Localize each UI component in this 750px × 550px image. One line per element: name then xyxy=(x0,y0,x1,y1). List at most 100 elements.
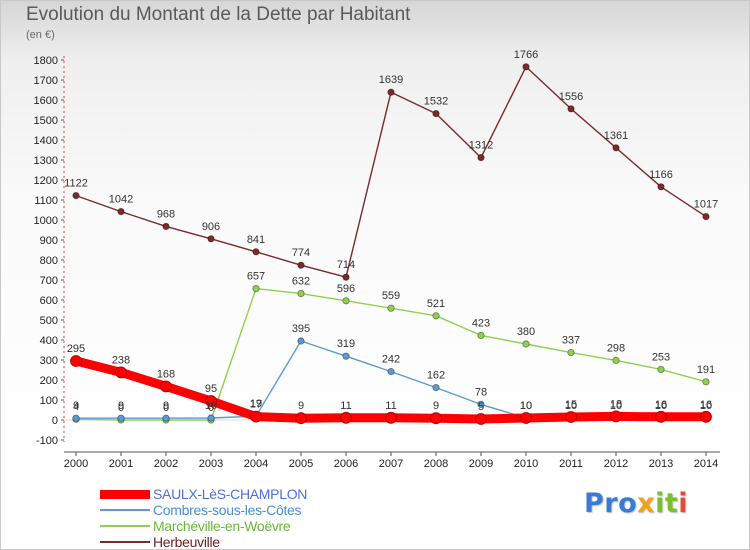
chart-title: Evolution du Montant de la Dette par Hab… xyxy=(26,4,411,25)
data-point xyxy=(432,383,440,392)
data-label: 0 xyxy=(208,402,214,414)
data-label: 15 xyxy=(565,399,577,411)
proxiti-logo: Proxiti xyxy=(584,488,689,519)
data-point xyxy=(70,355,82,367)
data-label: 11 xyxy=(340,400,351,412)
y-tick-label: 100 xyxy=(40,395,58,407)
data-label: 774 xyxy=(292,247,310,259)
data-point xyxy=(342,273,350,281)
series-layer xyxy=(70,63,712,425)
x-tick-label: 2001 xyxy=(109,458,133,470)
x-tick-label: 2003 xyxy=(199,458,223,470)
data-label: 1556 xyxy=(559,91,583,103)
data-point xyxy=(477,331,485,339)
y-tick-label: 400 xyxy=(40,335,58,347)
data-point xyxy=(117,414,125,422)
data-point xyxy=(387,304,395,312)
y-tick-label: 600 xyxy=(40,295,58,307)
data-point xyxy=(702,213,710,221)
legend-label: Herbeuville xyxy=(153,534,220,550)
data-point xyxy=(72,414,80,422)
legend-label: Combres-sous-les-Côtes xyxy=(153,502,302,518)
legend-swatch xyxy=(100,541,150,543)
chart-subtitle: (en €) xyxy=(26,29,55,41)
legend-label: Marchéville-en-Woëvre xyxy=(153,518,291,534)
y-tick-label: 800 xyxy=(40,255,58,267)
data-label: 10 xyxy=(565,400,577,412)
x-tick-label: 2007 xyxy=(379,458,403,470)
data-point xyxy=(565,411,577,423)
data-point xyxy=(610,410,622,423)
data-label: 395 xyxy=(292,323,310,335)
data-label: 319 xyxy=(337,338,355,350)
y-tick-label: 1200 xyxy=(34,175,58,187)
data-label: 10 xyxy=(520,400,532,412)
data-point xyxy=(387,367,395,376)
data-point xyxy=(297,337,305,345)
data-point xyxy=(342,297,350,305)
data-point xyxy=(432,312,440,320)
data-label: 337 xyxy=(562,335,580,347)
data-label: 423 xyxy=(472,317,490,329)
data-label: 1532 xyxy=(424,96,448,108)
data-label: 17 xyxy=(250,399,262,411)
x-tick-label: 2005 xyxy=(289,458,313,470)
data-label: 191 xyxy=(697,364,715,376)
data-point xyxy=(520,412,532,424)
legend-label: SAULX-LèS-CHAMPLON xyxy=(153,486,308,502)
data-point xyxy=(612,144,620,152)
data-point xyxy=(612,356,620,364)
data-label: 1122 xyxy=(64,178,88,190)
y-tick-label: 300 xyxy=(40,355,58,367)
y-tick-label: 900 xyxy=(40,235,58,247)
data-label: 16 xyxy=(655,399,667,411)
data-point xyxy=(162,222,170,230)
legend-swatch xyxy=(100,509,150,511)
y-tick-label: 200 xyxy=(40,375,58,387)
y-tick-label: 1300 xyxy=(34,155,58,167)
data-label: 521 xyxy=(427,298,445,310)
data-label: 95 xyxy=(205,383,217,395)
data-label: 1042 xyxy=(109,194,133,206)
y-tick-label: 1000 xyxy=(34,215,58,227)
data-label: 10 xyxy=(205,400,217,412)
data-label: 0 xyxy=(163,402,169,414)
data-label: 657 xyxy=(247,271,265,283)
data-point xyxy=(700,410,712,423)
data-label: 9 xyxy=(118,400,124,412)
data-point xyxy=(207,235,215,243)
data-point xyxy=(115,366,127,379)
data-label: 78 xyxy=(475,386,487,398)
data-point xyxy=(252,248,260,256)
data-point xyxy=(72,192,80,200)
y-tick-label: 1700 xyxy=(34,75,58,87)
data-label: 253 xyxy=(652,351,670,363)
y-tick-label: -100 xyxy=(36,435,58,447)
data-point xyxy=(430,412,442,425)
series-line xyxy=(75,66,707,278)
chart-axes: -100010020030040050060070080090010001100… xyxy=(34,55,720,470)
x-tick-label: 2000 xyxy=(64,458,88,470)
data-label: 9 xyxy=(163,400,169,412)
data-label: 9 xyxy=(298,400,304,412)
data-label: 380 xyxy=(517,326,535,338)
data-point xyxy=(205,395,217,407)
data-label: 162 xyxy=(427,370,445,382)
y-tick-label: 1400 xyxy=(34,135,58,147)
data-point xyxy=(432,110,440,118)
x-tick-label: 2014 xyxy=(694,458,718,470)
x-tick-label: 2006 xyxy=(334,458,358,470)
series-0 xyxy=(70,355,712,425)
data-label: 10 xyxy=(655,400,667,412)
x-tick-label: 2008 xyxy=(424,458,448,470)
x-tick-label: 2002 xyxy=(154,458,178,470)
data-label: 9 xyxy=(433,400,439,412)
data-point xyxy=(340,411,352,424)
data-label: 298 xyxy=(607,342,625,354)
data-label: 1766 xyxy=(514,49,538,61)
data-label: 238 xyxy=(112,354,130,366)
data-label: 4 xyxy=(73,401,79,413)
data-point xyxy=(117,208,125,216)
data-point xyxy=(297,261,305,269)
x-tick-label: 2009 xyxy=(469,458,493,470)
